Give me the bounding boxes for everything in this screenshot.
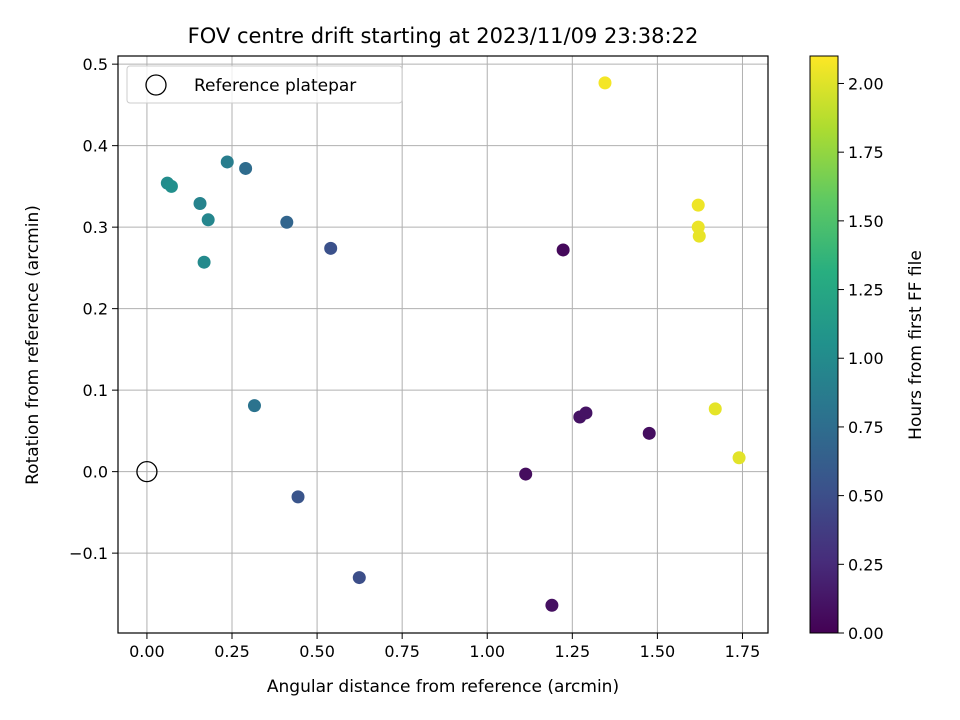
colorbar xyxy=(809,55,839,634)
x-tick-label: 0.00 xyxy=(129,642,165,661)
colorbar-tick-label: 0.50 xyxy=(848,487,884,506)
scatter-point xyxy=(545,598,559,612)
scatter-point xyxy=(164,179,178,193)
scatter-point xyxy=(220,155,234,169)
colorbar-tick-label: 1.00 xyxy=(848,349,884,368)
colorbar-tick-label: 1.25 xyxy=(848,281,884,300)
scatter-point xyxy=(691,198,705,212)
plot-frame xyxy=(117,55,769,634)
scatter-point xyxy=(692,229,706,243)
y-tick-label: 0.0 xyxy=(83,463,108,482)
data-points xyxy=(160,76,746,612)
y-tick-label: −0.1 xyxy=(69,544,108,563)
colorbar-tick-label: 0.75 xyxy=(848,418,884,437)
reference-platepar-marker xyxy=(136,460,158,483)
colorbar-tick-label: 1.50 xyxy=(848,212,884,231)
y-tick-label: 0.4 xyxy=(83,137,108,156)
scatter-point xyxy=(193,197,207,211)
y-axis-label: Rotation from reference (arcmin) xyxy=(23,205,43,485)
colorbar-label: Hours from first FF file xyxy=(906,250,926,440)
x-tick-label: 1.00 xyxy=(469,642,505,661)
scatter-point xyxy=(324,241,338,255)
x-tick-label: 1.75 xyxy=(725,642,761,661)
scatter-point xyxy=(708,402,722,416)
y-axis-ticks: −0.1 0.0 0.1 0.2 0.3 0.4 0.5 xyxy=(69,55,118,563)
scatter-point xyxy=(352,571,366,585)
colorbar-tick-label: 0.00 xyxy=(848,624,884,643)
x-tick-label: 0.25 xyxy=(214,642,250,661)
legend-label: Reference platepar xyxy=(194,76,356,96)
scatter-point xyxy=(519,467,533,481)
x-axis-label: Angular distance from reference (arcmin) xyxy=(267,677,619,697)
x-tick-label: 1.25 xyxy=(555,642,591,661)
colorbar-tick-label: 0.25 xyxy=(848,555,884,574)
scatter-point xyxy=(280,215,294,229)
legend-box xyxy=(126,65,403,104)
x-tick-label: 0.75 xyxy=(384,642,420,661)
scatter-point xyxy=(201,213,215,227)
scatter-point xyxy=(598,76,612,90)
x-tick-label: 1.50 xyxy=(640,642,676,661)
scatter-point xyxy=(291,490,305,504)
legend: Reference platepar xyxy=(126,65,403,104)
scatter-point xyxy=(556,243,570,257)
x-tick-label: 0.50 xyxy=(299,642,335,661)
scatter-point xyxy=(239,161,253,175)
y-tick-label: 0.5 xyxy=(83,55,108,74)
y-tick-label: 0.3 xyxy=(83,218,108,237)
y-tick-label: 0.1 xyxy=(83,381,108,400)
reference-marker-layer xyxy=(136,460,158,483)
scatter-point xyxy=(247,399,261,413)
x-axis-ticks: 0.00 0.25 0.50 0.75 1.00 1.25 1.50 1.75 xyxy=(129,633,760,661)
chart-title: FOV centre drift starting at 2023/11/09 … xyxy=(188,24,699,48)
grid-lines xyxy=(118,56,768,633)
scatter-point xyxy=(579,406,593,420)
colorbar-tick-label: 1.75 xyxy=(848,143,884,162)
scatter-point xyxy=(197,255,211,269)
colorbar-ticks: 0.00 0.25 0.50 0.75 1.00 1.25 1.50 1.75 2.00 xyxy=(838,74,884,643)
scatter-point xyxy=(642,426,656,440)
legend-marker-open-circle xyxy=(145,74,167,96)
scatter-point xyxy=(732,451,746,465)
colorbar-tick-label: 2.00 xyxy=(848,74,884,93)
y-tick-label: 0.2 xyxy=(83,300,108,319)
